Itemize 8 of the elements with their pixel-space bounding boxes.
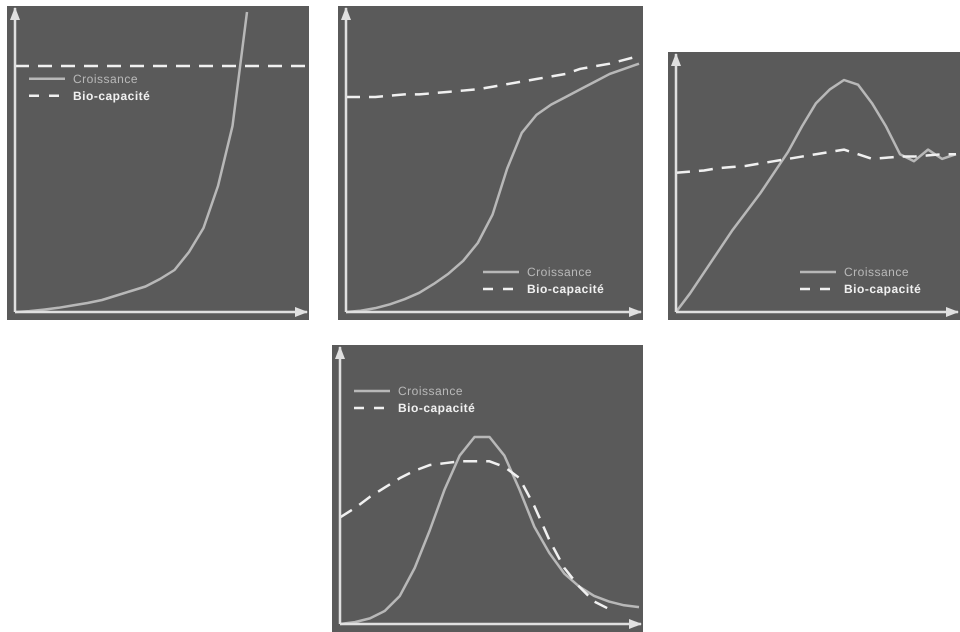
legend-label: Croissance [73, 72, 138, 86]
legend-label: Bio-capacité [844, 282, 922, 296]
legend-label: Bio-capacité [73, 88, 150, 103]
legend-label: Croissance [527, 265, 592, 279]
legend-label: Croissance [398, 384, 464, 398]
legend-label: Bio-capacité [398, 401, 476, 415]
legend-label: Croissance [844, 265, 910, 279]
legend-label: Bio-capacité [527, 282, 604, 296]
